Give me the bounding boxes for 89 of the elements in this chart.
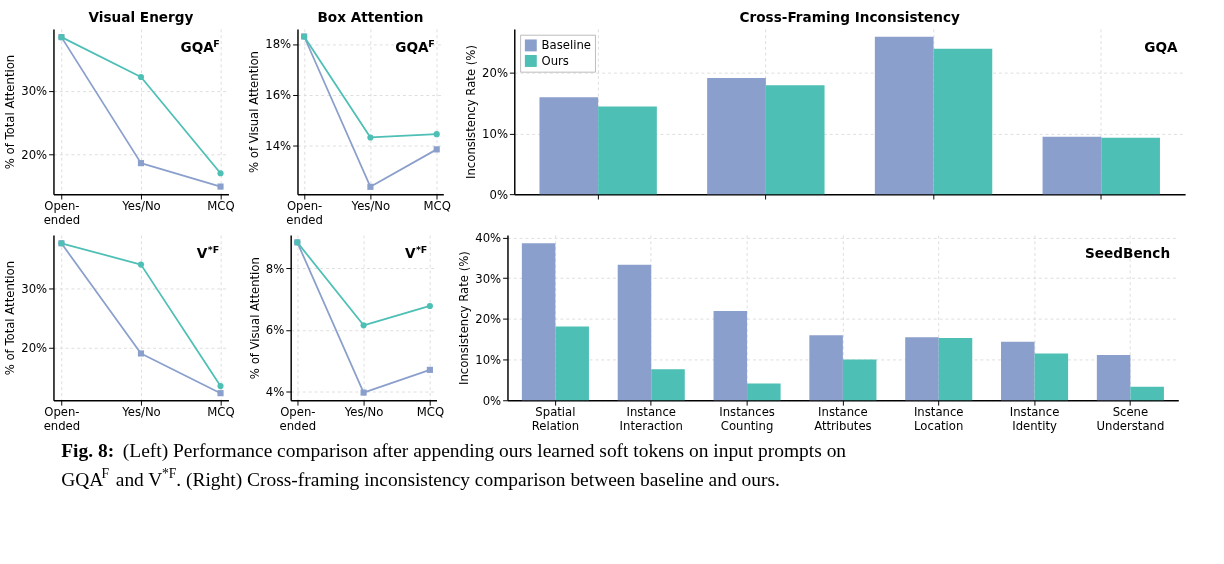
point [433, 131, 440, 138]
caption: Fig. 8: (Left) Performance comparison after appending ours learned soft tokens on input prompts on [61, 439, 847, 462]
y-tick-label: 8% [265, 261, 285, 276]
bar [521, 243, 556, 401]
point [367, 134, 374, 141]
bar [617, 264, 652, 401]
point [217, 183, 224, 190]
point [217, 382, 224, 390]
y-tick-label: 0% [489, 187, 508, 202]
x-tick-label: MCQ [423, 199, 451, 214]
bar [933, 48, 993, 195]
y-tick-label: 16% [265, 88, 292, 103]
y-tick-label: 18% [265, 37, 292, 52]
x-tick-label: Instance Attributes [814, 405, 872, 433]
y-tick-label: 30% [21, 84, 48, 99]
y-tick-label: 14% [265, 138, 292, 153]
point [360, 389, 367, 396]
bar [747, 383, 781, 401]
bar [598, 106, 657, 195]
point [137, 350, 145, 357]
y-tick-label: 40% [475, 230, 502, 245]
x-tick-label: Open-ended [43, 405, 81, 433]
bar [1101, 137, 1160, 195]
x-tick-label: Open-ended [43, 199, 81, 227]
point [217, 390, 224, 397]
point [367, 183, 374, 190]
point [426, 302, 433, 310]
chart-title: Cross-Framing Inconsistency [739, 9, 960, 26]
bar [707, 77, 766, 195]
bar [555, 326, 589, 401]
x-tick-label: Yes/No [350, 199, 391, 214]
bar [1042, 136, 1102, 195]
legend-label: Baseline [541, 38, 591, 53]
x-tick-label: MCQ [416, 405, 445, 420]
bar [713, 311, 748, 401]
y-tick-label: 20% [21, 147, 48, 162]
y-axis-title: Inconsistency Rate (%) [464, 45, 479, 179]
point [433, 146, 440, 153]
y-tick-label: 6% [265, 323, 285, 338]
y-axis-title: % of Total Attention [3, 260, 18, 376]
x-tick-label: Instance Identity [1009, 405, 1060, 433]
y-tick-label: 10% [475, 352, 502, 367]
bar [809, 335, 843, 401]
y-axis-title: Inconsistency Rate (%) [457, 251, 472, 386]
x-tick-label: MCQ [207, 405, 235, 420]
bar [842, 359, 877, 401]
point [137, 73, 145, 81]
legend-label: Ours [541, 53, 569, 68]
x-tick-label: Yes/No [121, 199, 161, 214]
y-tick-label: 20% [482, 66, 508, 81]
point [137, 261, 145, 268]
annotation: GQA [1144, 39, 1179, 56]
bar [651, 369, 685, 401]
x-tick-label: Yes/No [343, 405, 384, 420]
point [426, 366, 433, 373]
y-axis-title: % of Visual Attention [247, 51, 262, 174]
point [137, 160, 145, 167]
point [217, 170, 224, 177]
y-tick-label: 4% [265, 384, 285, 399]
y-tick-label: 20% [21, 340, 48, 355]
x-tick-label: Open-ended [279, 405, 317, 433]
y-axis-title: % of Total Attention [3, 54, 18, 170]
x-tick-label: Spatial Relation [531, 405, 580, 433]
x-tick-label: Instance Interaction [619, 405, 683, 433]
x-tick-label: Yes/No [121, 405, 161, 420]
y-tick-label: 30% [475, 271, 502, 286]
bar [1034, 353, 1069, 401]
y-tick-label: 30% [21, 281, 48, 296]
y-tick-label: 10% [482, 127, 508, 141]
bar [1130, 386, 1164, 401]
x-tick-label: Instance Location [913, 405, 964, 433]
y-tick-label: 0% [482, 393, 502, 408]
point [360, 322, 367, 329]
bar [938, 337, 973, 401]
bar [765, 85, 825, 195]
annotation: SeedBench [1085, 245, 1171, 262]
x-tick-label: MCQ [207, 199, 235, 214]
bar [1096, 355, 1131, 401]
chart-title: Visual Energy [88, 9, 194, 26]
x-tick-label: Scene Understand [1096, 405, 1165, 433]
bar [539, 97, 599, 195]
bar [1001, 341, 1035, 401]
x-tick-label: Open-ended [286, 199, 323, 227]
chart-title: Box Attention [317, 9, 424, 26]
x-tick-label: Instances Counting [719, 405, 775, 433]
y-tick-label: 20% [475, 312, 502, 327]
bar [874, 36, 934, 195]
y-axis-title: % of Visual Attention [248, 257, 263, 380]
bar [905, 337, 939, 401]
